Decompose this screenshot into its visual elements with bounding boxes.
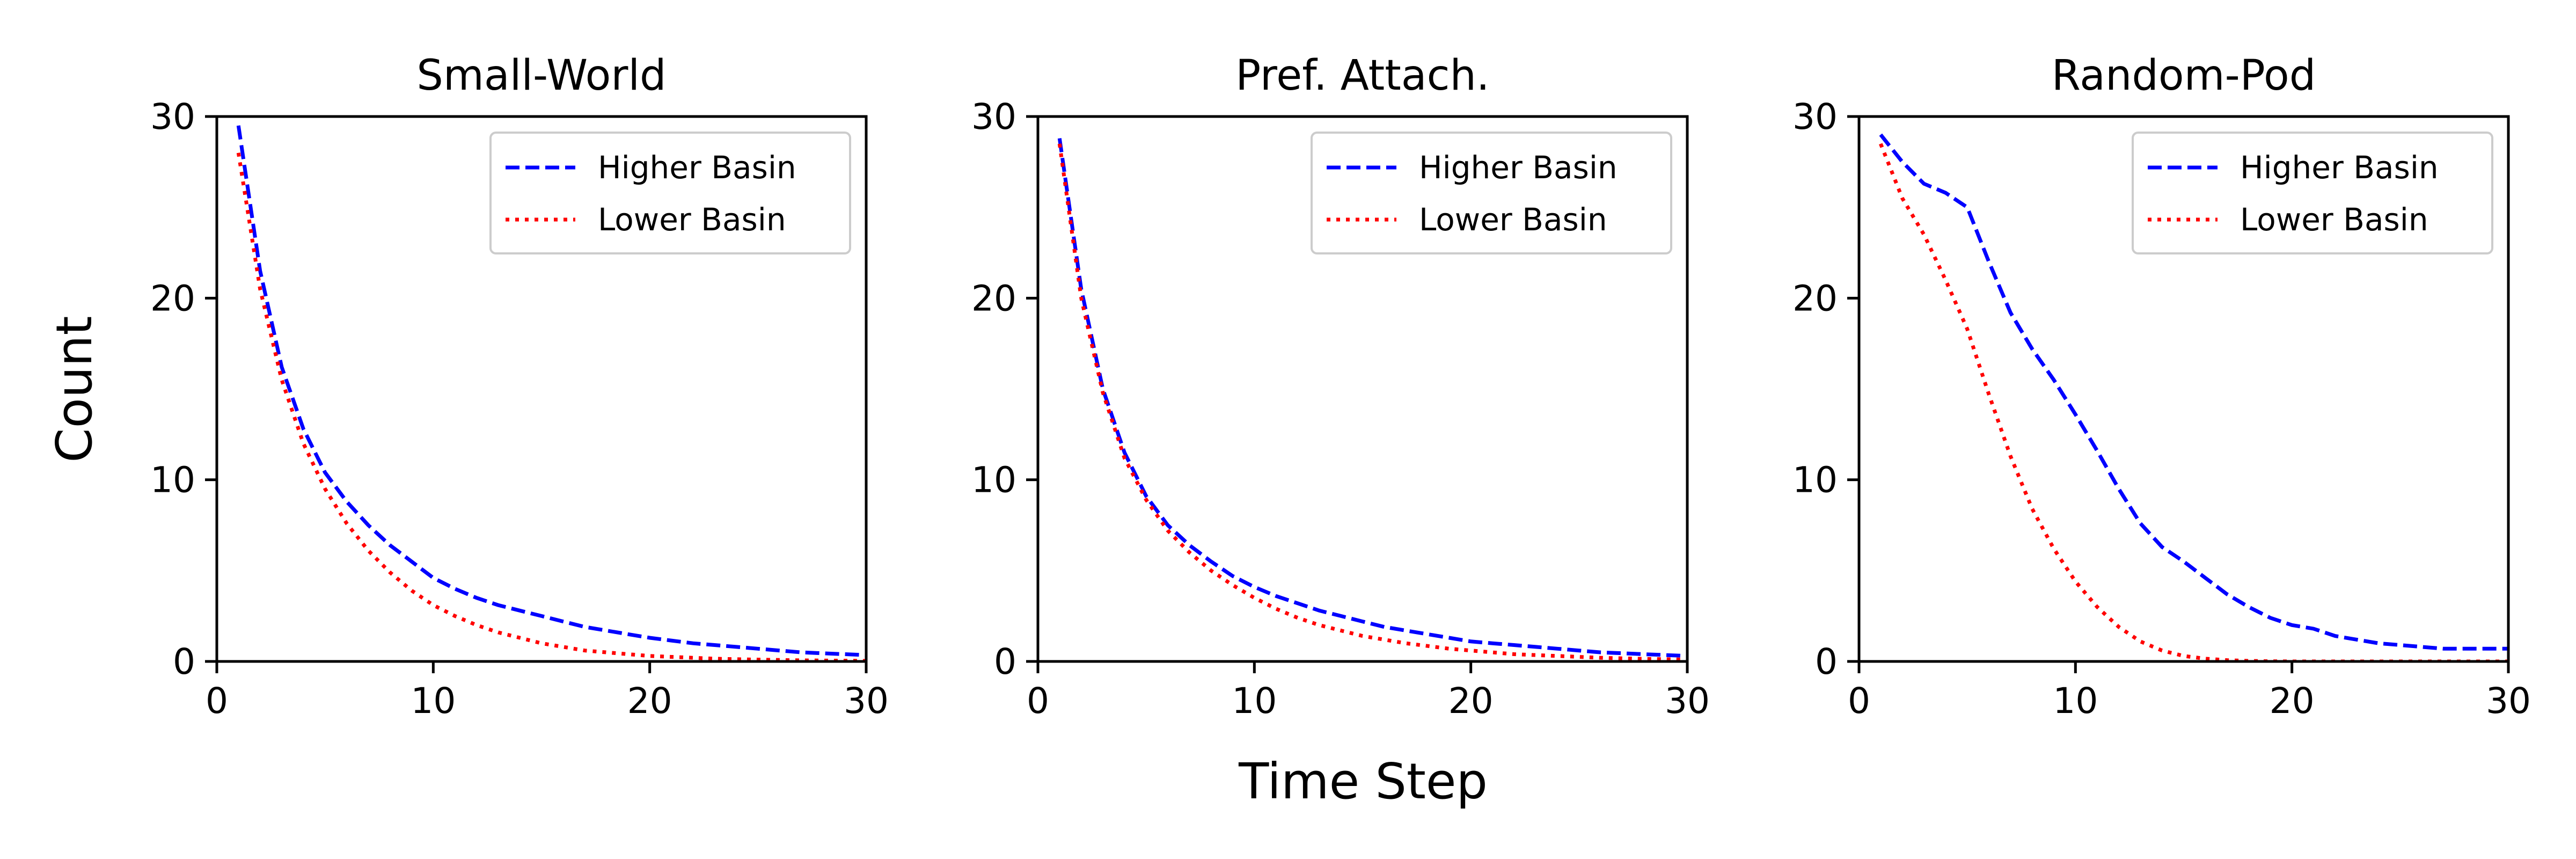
x-tick-label: 10: [2053, 680, 2098, 722]
chart-panel-1: Small-World 0 10 20 30 0 10 20 30 Higher Basin Low…: [150, 52, 889, 722]
legend-label: Lower Basin: [2240, 201, 2428, 238]
x-tick-label: 20: [2270, 680, 2315, 722]
panel-title: Small-World: [416, 52, 666, 100]
plot-frame: [1857, 115, 2510, 663]
panels-group: Small-World 0 10 20 30 0 10 20 30 Higher Basin Low…: [150, 52, 2531, 722]
panel-title: Random-Pod: [2052, 52, 2316, 100]
y-tick-label: 20: [971, 278, 1016, 319]
plot-frame: [1036, 115, 1689, 663]
legend: Higher Basin Lower Basin: [1311, 132, 1672, 254]
chart-panel-2: Pref. Attach. 0 10 20 30 0 10 20 30 Higher Basin L…: [971, 52, 1710, 722]
x-axis-label: Time Step: [1238, 753, 1488, 810]
series-line-lower-basin: [1057, 143, 1687, 661]
y-tick-label: 0: [1815, 641, 1838, 682]
x-tick-label: 30: [2486, 680, 2531, 722]
y-tick-label: 0: [994, 641, 1016, 682]
x-tick-label: 30: [1665, 680, 1710, 722]
y-tick-label: 30: [1792, 96, 1838, 137]
legend: Higher Basin Lower Basin: [2132, 132, 2493, 254]
series-line-higher-basin: [236, 125, 866, 657]
y-tick-label: 20: [150, 278, 195, 319]
series-line-higher-basin: [1057, 138, 1687, 658]
y-tick-label: 10: [150, 460, 195, 501]
y-axis-label: Count: [46, 316, 103, 462]
legend: Higher Basin Lower Basin: [489, 132, 851, 254]
x-tick-label: 10: [411, 680, 456, 722]
legend-box: [2132, 132, 2493, 254]
x-tick-label: 10: [1232, 680, 1277, 722]
legend-box: [489, 132, 851, 254]
plot-frame: [215, 115, 868, 663]
y-tick-label: 10: [971, 460, 1016, 501]
x-tick-label: 30: [844, 680, 889, 722]
legend-label: Higher Basin: [598, 149, 796, 186]
panel-title: Pref. Attach.: [1235, 52, 1489, 100]
y-tick-label: 0: [173, 641, 195, 682]
x-tick-label: 0: [1848, 680, 1870, 722]
legend-box: [1311, 132, 1672, 254]
legend-label: Higher Basin: [1419, 149, 1618, 186]
x-tick-label: 0: [1027, 680, 1049, 722]
x-tick-label: 20: [1448, 680, 1494, 722]
legend-label: Lower Basin: [598, 201, 786, 238]
chart-panel-3: Random-Pod 0 10 20 30 0 10 20 30 Higher Basin Lowe…: [1792, 52, 2531, 722]
y-tick-label: 20: [1792, 278, 1838, 319]
y-tick-label: 30: [971, 96, 1016, 137]
y-tick-label: 10: [1792, 460, 1838, 501]
x-tick-label: 20: [627, 680, 672, 722]
series-line-higher-basin: [1879, 133, 2508, 651]
y-tick-label: 30: [150, 96, 195, 137]
series-line-lower-basin: [1879, 143, 2508, 661]
legend-label: Higher Basin: [2240, 149, 2439, 186]
x-tick-label: 0: [206, 680, 228, 722]
legend-label: Lower Basin: [1419, 201, 1607, 238]
